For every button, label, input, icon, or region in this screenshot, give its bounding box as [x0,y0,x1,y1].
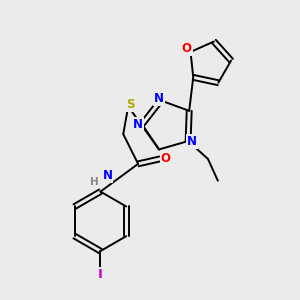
Text: O: O [182,42,192,56]
Text: N: N [187,135,197,148]
Text: N: N [154,92,164,105]
Text: N: N [102,169,112,182]
Text: I: I [98,268,103,281]
Text: O: O [161,152,171,165]
Text: S: S [126,98,134,111]
Text: N: N [133,118,143,131]
Text: H: H [90,177,99,187]
